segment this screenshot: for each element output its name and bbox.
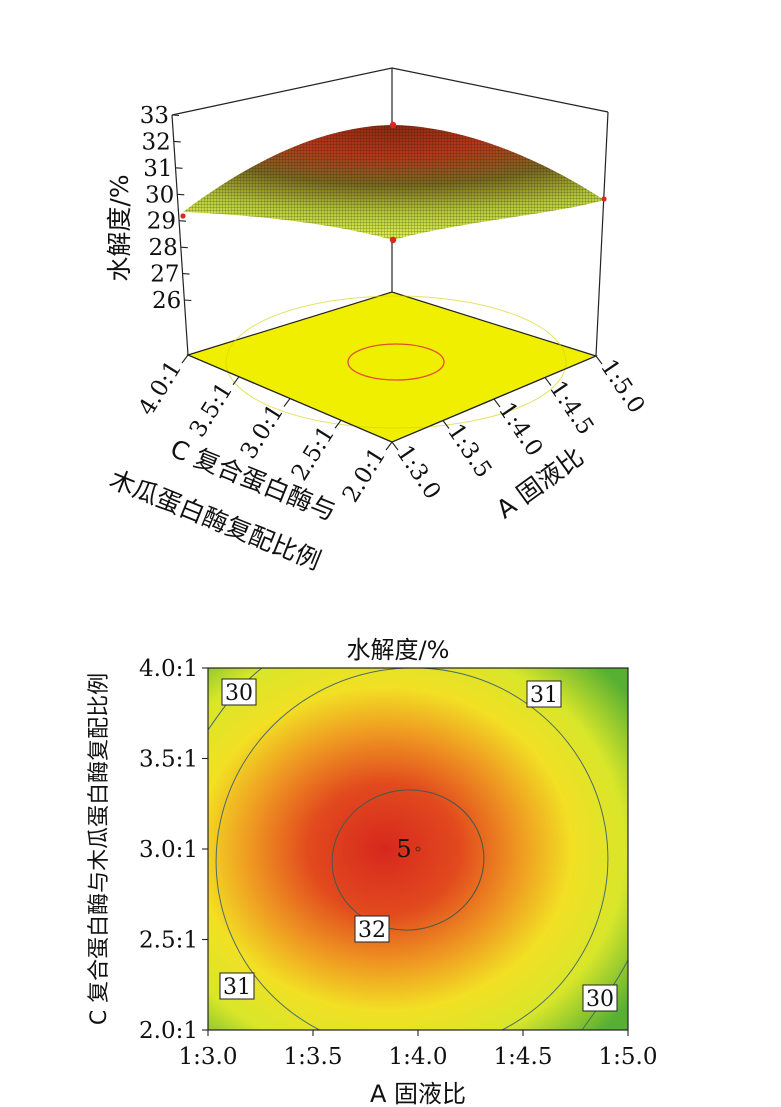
- x-factor-tick-label: 1:4.0: [493, 398, 548, 461]
- x-factor-label: A 固液比: [491, 442, 589, 524]
- x-factor-tick-label: 1:5.0: [595, 355, 650, 418]
- z-tick-label: 33: [140, 103, 169, 129]
- contour-level-label: 31: [223, 975, 251, 1000]
- contour-x-tick-label: 1:3.0: [179, 1044, 238, 1070]
- floor-contour-outer: [225, 295, 567, 429]
- y-factor-tick-label: 2.5:1: [287, 422, 340, 486]
- z-axis-line: [171, 114, 189, 356]
- x-factor-tick-mark: [595, 355, 603, 365]
- design-point-front: [389, 236, 397, 244]
- z-tick-label: 29: [147, 209, 176, 235]
- contour-y-tick-label: 4.0:1: [139, 656, 198, 682]
- z-tick-label: 28: [149, 235, 178, 261]
- x-factor-tick-mark: [493, 398, 501, 408]
- contour-y-label: C 复合蛋白酶与木瓜蛋白酶复配比例: [87, 673, 112, 1025]
- contour-x-tick-label: 1:4.5: [494, 1044, 553, 1070]
- z-tick-label: 30: [145, 182, 174, 208]
- floor-contour: [347, 343, 445, 381]
- back-wall-top-edge: [171, 67, 609, 116]
- center-point-label: 5: [396, 835, 411, 863]
- y-factor-tick-mark: [232, 376, 240, 386]
- x-factor-tick-mark: [544, 377, 552, 386]
- contour-level-box: [221, 678, 257, 706]
- x-factor-tick-mark: [391, 441, 399, 451]
- contour-y-tick-label: 3.0:1: [139, 837, 198, 863]
- contour-y-tick-label: 3.5:1: [139, 747, 198, 773]
- contour-level-box: [354, 915, 390, 943]
- y-factor-tick-mark: [283, 398, 291, 407]
- contour-x-label: A 固液比: [370, 1080, 466, 1107]
- contour-level-box: [526, 680, 562, 708]
- surface-floor: [186, 291, 598, 443]
- contour-x-tick-label: 1:5.0: [599, 1044, 658, 1070]
- z-tick-mark: [179, 220, 187, 222]
- x-factor-tick-mark: [442, 420, 450, 429]
- y-factor-tick-label: 4.0:1: [134, 356, 187, 420]
- x-factor-tick-label: 1:4.5: [544, 376, 599, 439]
- z-tick-label: 26: [152, 288, 181, 314]
- z-tick-mark: [175, 167, 183, 169]
- design-point-left: [180, 213, 186, 219]
- contour-x-tick-label: 1:4.0: [389, 1044, 448, 1070]
- z-axis-label: 水解度/%: [105, 174, 134, 281]
- contour-level-label: 30: [225, 681, 253, 706]
- x-factor-tick-label: 1:3.5: [442, 419, 497, 482]
- contour-level-box: [219, 972, 255, 1000]
- contour-line-32: [331, 789, 485, 931]
- contour-x-tick-label: 1:3.5: [284, 1044, 343, 1070]
- design-point-peak: [389, 121, 397, 129]
- contour-level-label: 32: [358, 918, 386, 943]
- center-point-marker: [415, 846, 421, 852]
- contour-y-tick-group: 2.0:1 2.5:1 3.0:1 3.5:1 4.0:1: [139, 656, 208, 1044]
- z-tick-mark: [173, 140, 181, 143]
- y-factor-tick-mark: [385, 441, 393, 451]
- z-tick-mark: [171, 114, 180, 117]
- contour-level-label: 30: [586, 987, 614, 1012]
- y-factor-tick-mark: [181, 354, 189, 364]
- z-tick-mark: [177, 193, 185, 196]
- z-tick-label: 32: [141, 129, 170, 155]
- contour-x-tick-group: 1:3.0 1:3.5 1:4.0 1:4.5 1:5.0: [179, 1030, 658, 1070]
- contour-level-box: [582, 984, 618, 1012]
- y-factor-tick-mark: [334, 419, 342, 429]
- design-point-right: [601, 196, 607, 202]
- z-tick-mark: [184, 299, 192, 302]
- y-factor-tick-label: 2.0:1: [338, 443, 391, 507]
- y-factor-tick-label: 3.0:1: [236, 400, 289, 464]
- contour-y-tick-label: 2.5:1: [139, 928, 198, 954]
- contour-y-tick-label: 2.0:1: [139, 1018, 198, 1044]
- contour-field: [208, 668, 628, 1030]
- contour-label-group: 32 31 31 30 30: [219, 678, 618, 1012]
- contour-level-label: 31: [530, 683, 558, 708]
- contour-title: 水解度/%: [347, 636, 450, 664]
- z-tick-mark: [182, 273, 190, 275]
- z-tick-label: 31: [143, 156, 172, 182]
- response-surface-mesh: [183, 125, 604, 240]
- right-wall-edge: [595, 111, 609, 357]
- y-factor-tick-label: 3.5:1: [185, 378, 238, 442]
- x-factor-tick-label: 1:3.0: [391, 441, 446, 504]
- z-tick-label: 27: [150, 262, 179, 288]
- z-tick-mark: [180, 246, 188, 249]
- contour-line-31: [215, 668, 609, 1030]
